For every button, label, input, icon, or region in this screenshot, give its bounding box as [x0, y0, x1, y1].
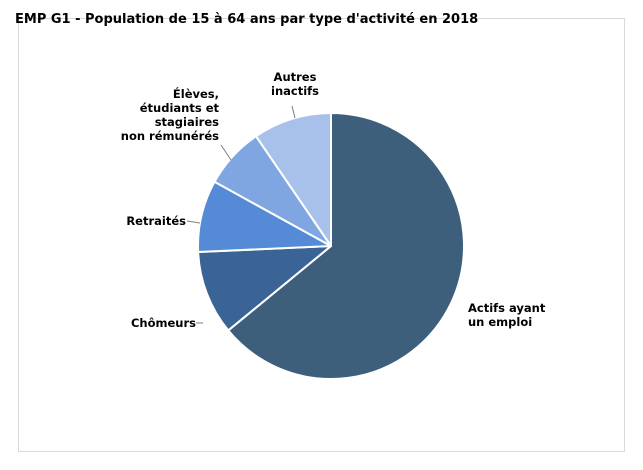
- slice-label-1: Actifs ayant un emploi: [468, 301, 546, 329]
- slice-label-line: Élèves,: [173, 86, 219, 101]
- pie-slice-5: [255, 112, 332, 247]
- slice-label-3: Retraités: [126, 214, 186, 228]
- slice-label-line: Actifs ayant: [468, 301, 546, 315]
- pie-slice-2: [197, 245, 332, 332]
- slice-label-line: Chômeurs: [131, 316, 196, 330]
- slice-label-line: Autres: [274, 70, 317, 84]
- slice-label-4: Élèves, étudiants et stagiaires non rémunér…: [121, 86, 220, 143]
- slice-label-line: Retraités: [126, 214, 186, 228]
- leader-line-3: [186, 220, 201, 224]
- leader-line-4: [220, 144, 232, 161]
- pie-slice-1: [227, 112, 465, 380]
- slice-label-2: Chômeurs: [131, 316, 196, 330]
- slice-label-line: non rémunérés: [121, 129, 219, 143]
- slice-label-line: étudiants et: [140, 101, 220, 115]
- chart-title: EMP G1 - Population de 15 à 64 ans par t…: [15, 12, 479, 27]
- leader-line-5: [291, 105, 296, 119]
- slice-label-5: Autres inactifs: [271, 70, 319, 98]
- slice-label-line: inactifs: [271, 84, 319, 98]
- slice-label-line: un emploi: [468, 315, 532, 329]
- slice-label-line: stagiaires: [155, 115, 219, 129]
